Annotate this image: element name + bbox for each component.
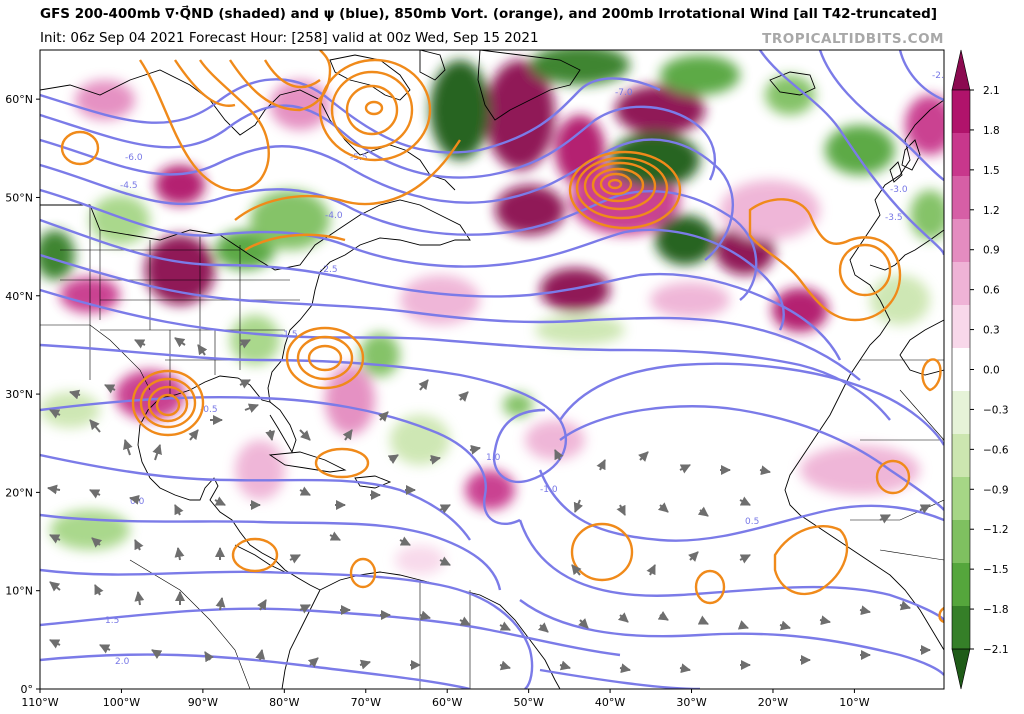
colorbar-label: −1.8 [983, 604, 1009, 616]
psi-label: 1.0 [486, 453, 501, 463]
chart-subtitle: Init: 06z Sep 04 2021 Forecast Hour: [25… [40, 30, 539, 46]
x-tick-label: 30°W [676, 696, 706, 709]
x-tick-label: 20°W [758, 696, 788, 709]
psi-label: 0.5 [745, 517, 759, 527]
colorbar-swatch [952, 348, 970, 392]
psi-label: -2.5 [320, 265, 338, 275]
psi-label: -4.5 [120, 181, 138, 191]
streamfunction-labels: -7.0 -6.0 -5.5 -4.5 -4.0 -3.5 -3.0 -2.5 … [105, 71, 950, 667]
psi-label: -0.5 [200, 405, 218, 415]
colorbar-max-extend [951, 49, 971, 91]
colorbar-swatch [952, 133, 970, 177]
colorbar-label: 1.5 [983, 165, 1000, 177]
psi-label: -3.5 [885, 213, 903, 223]
psi-label: -4.0 [325, 211, 343, 221]
y-tick-label: 40°N [5, 290, 33, 303]
q-divergence-shading [40, 50, 944, 575]
psi-label: -1.0 [540, 485, 558, 495]
x-tick-label: 10°W [839, 696, 869, 709]
x-axis: 110°W 100°W 90°W 80°W 70°W 60°W 50°W 40°W 30°W 20… [21, 689, 870, 709]
psi-label: 2.0 [115, 657, 130, 667]
colorbar: 2.1 1.8 1.5 1.2 0.9 0.6 0.3 0.0 −0.3 −0.6 −0.9 −1.2… [951, 49, 1009, 690]
y-tick-label: 30°N [5, 388, 33, 401]
x-tick-label: 50°W [513, 696, 543, 709]
psi-label: -7.0 [615, 88, 633, 98]
colorbar-label: −0.3 [983, 404, 1009, 416]
colorbar-swatch [952, 90, 970, 134]
colorbar-label: 0.0 [983, 365, 1000, 377]
x-tick-label: 80°W [269, 696, 299, 709]
psi-label: -6.0 [125, 153, 143, 163]
colorbar-swatch [952, 262, 970, 306]
colorbar-swatch [952, 305, 970, 349]
colorbar-label: 0.9 [983, 245, 1000, 257]
y-axis: 0° 10°N 20°N 30°N 40°N 50°N 60°N [5, 93, 40, 696]
colorbar-swatch [952, 520, 970, 564]
y-tick-label: 10°N [5, 585, 33, 598]
watermark: TROPICALTIDBITS.COM [762, 31, 944, 47]
colorbar-label: −0.9 [983, 484, 1009, 496]
colorbar-swatch [952, 563, 970, 607]
y-tick-label: 0° [21, 683, 34, 696]
colorbar-label: 1.8 [983, 125, 1000, 137]
chart-title: GFS 200-400mb ∇·Q⃗ND (shaded) and ψ (blu… [40, 6, 938, 22]
psi-label: -3.0 [890, 185, 908, 195]
y-tick-label: 50°N [5, 191, 33, 204]
y-tick-label: 20°N [5, 486, 33, 499]
colorbar-label: 0.3 [983, 325, 1000, 337]
psi-label: 1.5 [105, 616, 119, 626]
colorbar-label: −1.2 [983, 524, 1009, 536]
colorbar-swatch [952, 219, 970, 263]
colorbar-label: −1.5 [983, 564, 1009, 576]
x-tick-label: 110°W [21, 696, 58, 709]
political-borders [40, 205, 944, 689]
irrotational-wind-arrows [47, 337, 931, 674]
colorbar-swatch [952, 434, 970, 478]
colorbar-label: 2.1 [983, 85, 1000, 97]
colorbar-label: 1.2 [983, 205, 1000, 217]
psi-label: -1.5 [280, 330, 298, 340]
x-tick-label: 100°W [103, 696, 140, 709]
colorbar-label: 0.6 [983, 285, 1000, 297]
x-tick-label: 40°W [595, 696, 625, 709]
y-tick-label: 60°N [5, 93, 33, 106]
x-tick-label: 70°W [351, 696, 381, 709]
colorbar-swatch [952, 606, 970, 650]
plot-frame [39, 49, 945, 690]
colorbar-min-extend [951, 648, 971, 690]
colorbar-swatch [952, 477, 970, 521]
colorbar-label: −2.1 [983, 644, 1009, 656]
vorticity-contours [60, 50, 944, 624]
colorbar-label: −0.6 [983, 444, 1009, 456]
colorbar-swatch [952, 391, 970, 435]
psi-label: -2.0 [932, 71, 950, 81]
x-tick-label: 60°W [432, 696, 462, 709]
colorbar-swatch [952, 176, 970, 220]
x-tick-label: 90°W [188, 696, 218, 709]
